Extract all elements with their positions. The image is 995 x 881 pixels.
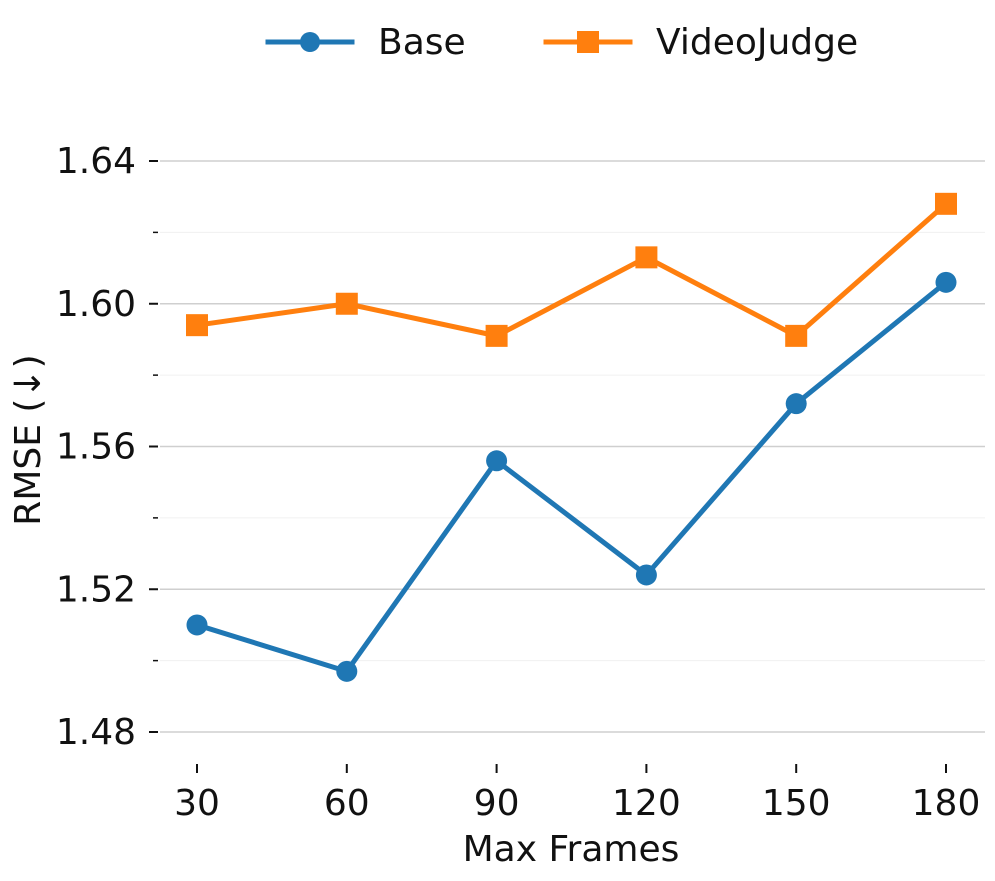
y-tick-label: 1.48 (56, 712, 136, 753)
gridlines (160, 160, 985, 733)
y-axis-label: RMSE (↓) (8, 354, 49, 525)
data-point-videojudge (635, 246, 658, 269)
data-point-videojudge (335, 292, 358, 315)
x-tick-label: 180 (912, 783, 981, 824)
series-base (186, 271, 957, 682)
series-line-videojudge (194, 201, 949, 339)
legend-marker-videojudge (577, 31, 599, 53)
x-tick-label: 90 (474, 783, 520, 824)
legend-label-videojudge: VideoJudge (656, 22, 858, 63)
x-axis-ticks: 30 60 90 120 150 180 (174, 764, 980, 824)
data-point-base (486, 450, 508, 472)
legend-entry-base: Base (265, 22, 466, 63)
data-point-videojudge (935, 192, 957, 215)
legend-marker-base (300, 32, 320, 52)
y-tick-label: 1.60 (56, 284, 136, 325)
data-point-videojudge (186, 314, 208, 337)
data-point-videojudge (785, 324, 808, 347)
legend-entry-videojudge: VideoJudge (543, 22, 858, 63)
x-tick-label: 30 (174, 783, 220, 824)
y-tick-label: 1.52 (56, 569, 136, 610)
series-videojudge (186, 192, 957, 347)
data-point-base (336, 660, 358, 682)
x-tick-label: 120 (612, 783, 681, 824)
series-line-base (194, 279, 949, 674)
x-axis-label: Max Frames (463, 829, 680, 870)
data-point-base (635, 564, 657, 586)
x-tick-label: 60 (324, 783, 370, 824)
legend: Base VideoJudge (265, 22, 858, 63)
y-tick-label: 1.56 (56, 427, 136, 468)
y-tick-label: 1.64 (56, 141, 136, 182)
y-axis-ticks: 1.48 1.52 1.56 1.60 1.64 (56, 141, 158, 753)
data-point-base (935, 271, 957, 293)
series-layer (186, 192, 957, 682)
data-point-base (785, 393, 807, 415)
data-point-base (186, 614, 208, 636)
x-tick-label: 150 (762, 783, 831, 824)
legend-label-base: Base (378, 22, 466, 63)
data-point-videojudge (485, 324, 508, 347)
